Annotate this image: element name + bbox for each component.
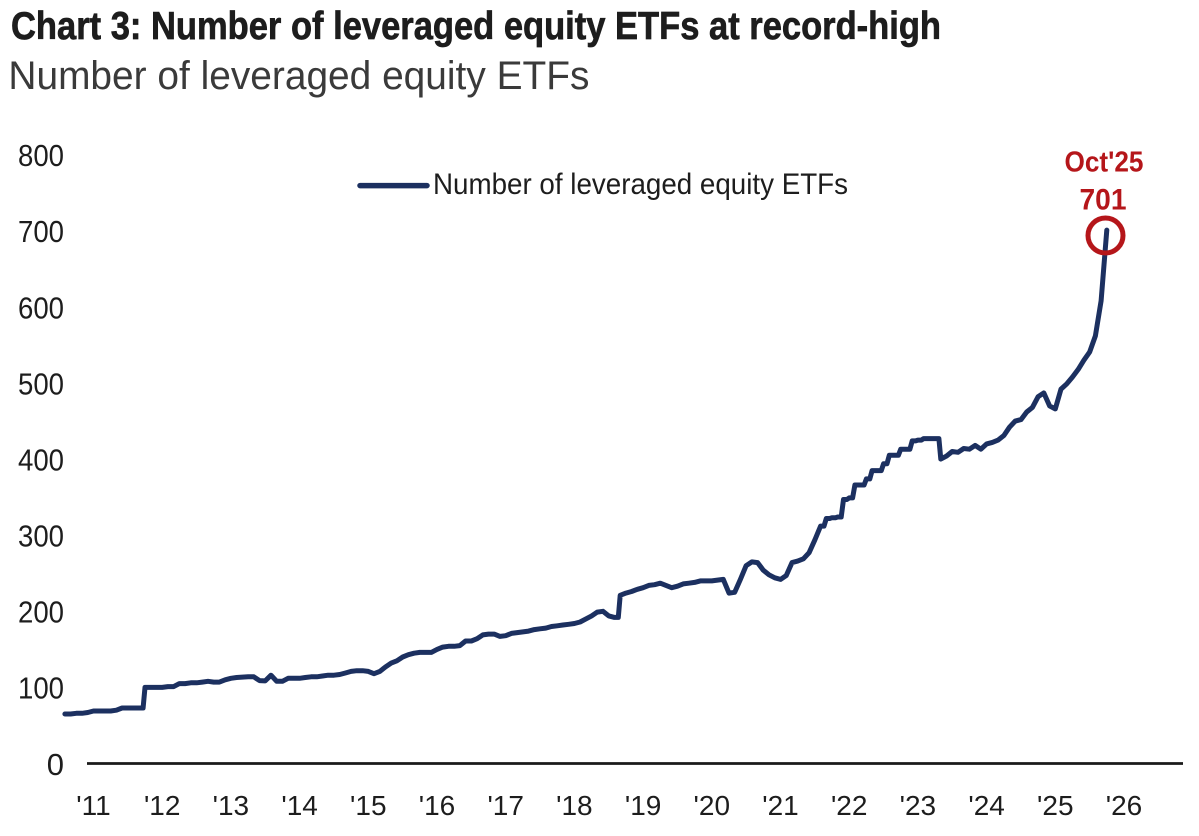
svg-text:Number of leveraged equity ETF: Number of leveraged equity ETFs <box>8 54 589 98</box>
svg-text:'13: '13 <box>213 790 250 821</box>
svg-text:'15: '15 <box>350 790 387 821</box>
svg-text:100: 100 <box>18 671 64 706</box>
svg-text:'25: '25 <box>1037 790 1074 821</box>
svg-text:'14: '14 <box>281 790 318 821</box>
svg-text:700: 700 <box>18 214 64 249</box>
svg-text:800: 800 <box>18 138 64 173</box>
svg-text:400: 400 <box>18 442 64 477</box>
svg-text:Oct'25: Oct'25 <box>1065 147 1144 179</box>
svg-text:'18: '18 <box>556 790 593 821</box>
svg-text:'16: '16 <box>419 790 456 821</box>
svg-text:'19: '19 <box>625 790 662 821</box>
svg-text:Number of leveraged equity ETF: Number of leveraged equity ETFs <box>433 168 848 201</box>
svg-text:'11: '11 <box>76 790 110 821</box>
svg-text:'20: '20 <box>694 790 731 821</box>
svg-text:500: 500 <box>18 366 64 401</box>
svg-text:'24: '24 <box>968 790 1005 821</box>
svg-text:'12: '12 <box>144 790 181 821</box>
svg-text:'22: '22 <box>831 790 868 821</box>
svg-text:'23: '23 <box>900 790 937 821</box>
svg-text:600: 600 <box>18 290 64 325</box>
svg-text:701: 701 <box>1080 184 1127 217</box>
svg-text:0: 0 <box>47 747 64 782</box>
svg-text:300: 300 <box>18 519 64 554</box>
svg-text:'21: '21 <box>762 790 799 821</box>
svg-text:'26: '26 <box>1106 790 1143 821</box>
svg-text:Chart 3: Number of leveraged e: Chart 3: Number of leveraged equity ETFs… <box>11 5 941 48</box>
svg-text:200: 200 <box>18 595 64 630</box>
svg-text:'17: '17 <box>487 790 524 821</box>
